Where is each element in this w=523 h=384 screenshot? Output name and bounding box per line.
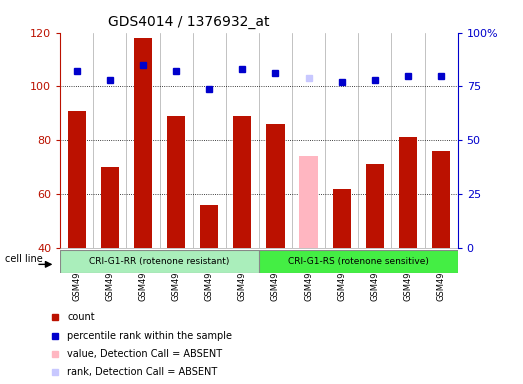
Text: cell line: cell line (5, 254, 42, 264)
Bar (425, 33, 458, 248)
Text: CRI-G1-RS (rotenone sensitive): CRI-G1-RS (rotenone sensitive) (288, 257, 429, 266)
Bar (93, 33, 127, 248)
Bar (366, 164, 384, 248)
Bar (60, 250, 259, 273)
Bar (192, 33, 226, 248)
Bar (266, 124, 285, 248)
Bar (127, 33, 160, 248)
Text: GDS4014 / 1376932_at: GDS4014 / 1376932_at (108, 15, 269, 29)
Text: value, Detection Call = ABSENT: value, Detection Call = ABSENT (67, 349, 222, 359)
Bar (226, 33, 259, 248)
Text: count: count (67, 312, 95, 322)
Bar (200, 205, 218, 248)
Bar (358, 33, 391, 248)
Bar (325, 33, 358, 248)
Bar (67, 111, 86, 248)
Bar (399, 137, 417, 248)
Bar (391, 33, 425, 248)
Bar (300, 156, 317, 248)
Bar (259, 250, 458, 273)
Bar (101, 167, 119, 248)
Bar (134, 38, 152, 248)
Bar (160, 33, 192, 248)
Text: percentile rank within the sample: percentile rank within the sample (67, 331, 232, 341)
Text: rank, Detection Call = ABSENT: rank, Detection Call = ABSENT (67, 367, 218, 377)
Bar (167, 116, 185, 248)
Bar (233, 116, 252, 248)
Bar (60, 33, 93, 248)
Bar (333, 189, 351, 248)
Bar (292, 33, 325, 248)
Bar (259, 33, 292, 248)
Text: CRI-G1-RR (rotenone resistant): CRI-G1-RR (rotenone resistant) (89, 257, 230, 266)
Bar (432, 151, 450, 248)
